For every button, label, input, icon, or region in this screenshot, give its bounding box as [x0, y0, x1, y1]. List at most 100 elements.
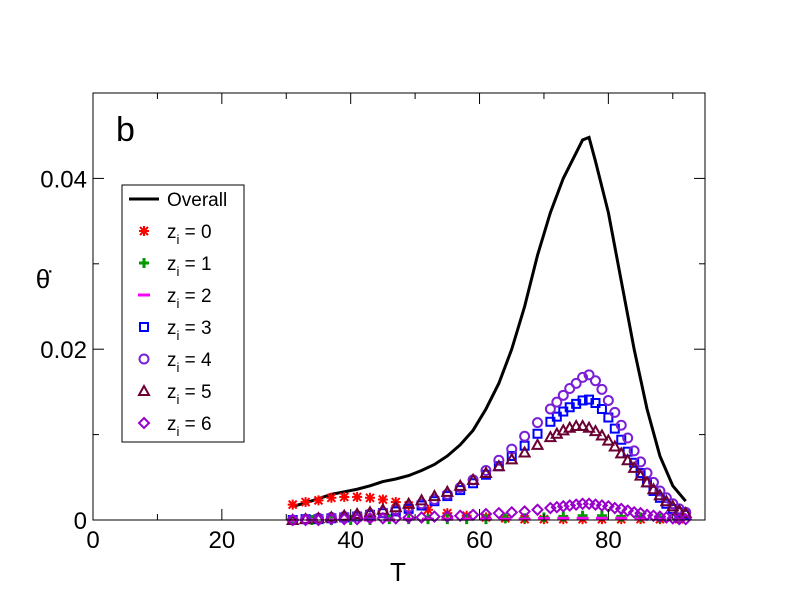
legend-label-subscript: i: [177, 424, 180, 439]
data-point: [640, 475, 654, 488]
data-point: [557, 389, 569, 401]
legend-marker: [137, 416, 151, 430]
data-point: [363, 505, 377, 518]
data-point: [583, 369, 595, 381]
data-point: [621, 504, 635, 518]
data-point: [544, 403, 556, 415]
legend-label: zi = 1: [167, 254, 212, 279]
legend-marker: [139, 258, 149, 268]
data-point: [300, 497, 311, 508]
data-point: [414, 493, 429, 506]
data-point: [570, 377, 582, 389]
legend-label-subscript: i: [177, 264, 180, 279]
data-point: [401, 496, 416, 509]
legend-marker: [138, 353, 150, 365]
data-point: [646, 482, 661, 495]
data-point: [479, 507, 493, 521]
data-point: [595, 428, 609, 441]
data-point: [551, 396, 563, 408]
data-point: [582, 420, 596, 433]
data-point: [588, 424, 603, 437]
data-point: [517, 445, 532, 458]
legend-label-subscript: i: [177, 296, 180, 311]
data-point: [530, 437, 545, 450]
legend-label: zi = 3: [167, 318, 212, 343]
ticks-layer: 0 20 40 60 80 0 0.02 0.04: [40, 93, 705, 554]
legend-label-main: z: [167, 414, 177, 435]
data-point: [635, 456, 647, 468]
data-point: [622, 432, 634, 444]
legend-label: zi = 5: [167, 382, 212, 407]
data-point: [589, 375, 601, 387]
data-point: [442, 508, 453, 519]
data-point: [493, 454, 505, 466]
x-tick-label: 80: [595, 527, 622, 554]
legend-label-rest: = 4: [179, 350, 212, 371]
data-point: [505, 505, 519, 519]
legend-label-main: z: [167, 350, 177, 371]
legend-box: [121, 184, 245, 443]
data-point: [505, 452, 519, 465]
data-point: [480, 464, 492, 476]
legend-label-subscript: i: [177, 328, 180, 343]
data-point: [633, 468, 648, 481]
data-point: [299, 513, 313, 527]
legend-label: zi = 2: [167, 286, 212, 311]
data-point: [350, 506, 364, 520]
data-point: [287, 499, 298, 510]
data-point: [659, 494, 674, 507]
panel-label: b: [116, 111, 135, 149]
x-tick-label: 40: [337, 527, 364, 554]
data-point: [518, 505, 532, 518]
y-tick-label: 0.02: [40, 337, 87, 364]
data-point: [654, 485, 666, 497]
legend-label-main: z: [167, 318, 177, 339]
legend-marker: [139, 226, 149, 236]
series-layer: [286, 135, 693, 527]
legend-label: zi = 0: [167, 222, 212, 247]
data-point: [492, 506, 506, 520]
x-axis-label: T: [390, 557, 406, 587]
data-point: [628, 445, 640, 457]
data-point: [577, 371, 589, 383]
data-point: [339, 491, 350, 502]
legend-marker: [139, 322, 149, 332]
data-point: [532, 417, 544, 429]
data-point: [575, 419, 590, 432]
data-point: [389, 511, 403, 525]
data-point: [577, 395, 588, 406]
legend-label-rest: = 2: [179, 286, 211, 307]
data-point: [614, 446, 628, 459]
data-point: [532, 428, 543, 439]
data-point: [492, 459, 506, 472]
legend-label-rest: = 5: [179, 382, 211, 403]
data-point: [453, 509, 467, 523]
data-point: [324, 512, 338, 526]
data-point: [519, 430, 531, 442]
data-point: [616, 434, 627, 445]
plot-frame: [92, 92, 706, 521]
legend-label-main: z: [167, 222, 177, 243]
data-point: [453, 478, 467, 491]
data-point: [440, 484, 455, 497]
data-point: [376, 511, 390, 525]
legend-label-subscript: i: [177, 360, 180, 375]
data-point: [660, 492, 672, 504]
data-point: [551, 411, 562, 422]
data-point: [427, 489, 442, 502]
data-point: [337, 512, 351, 526]
data-point: [312, 513, 325, 527]
data-point: [389, 500, 403, 513]
legend-label-subscript: i: [177, 232, 180, 247]
x-tick-label: 0: [86, 527, 99, 554]
data-point: [415, 511, 428, 524]
legend-label-main: z: [167, 286, 177, 307]
data-point: [634, 506, 647, 520]
data-point: [615, 419, 627, 431]
data-point: [596, 403, 607, 414]
data-point: [678, 506, 693, 519]
data-point: [363, 511, 377, 525]
legend-label-rest: = 0: [179, 222, 211, 243]
legend-marker: [137, 383, 151, 396]
